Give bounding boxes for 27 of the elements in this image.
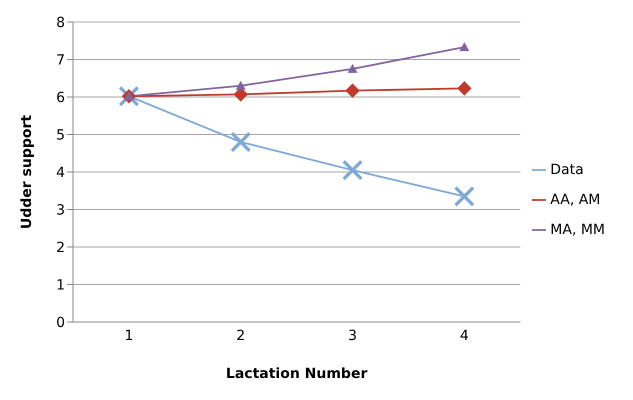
y-tick-label: 1 <box>56 277 65 294</box>
legend-label: Data <box>550 162 584 178</box>
point <box>345 83 360 98</box>
y-tick-label: 6 <box>56 90 66 106</box>
legend-label: AA, AM <box>550 192 600 208</box>
y-tick-label: 8 <box>56 14 65 31</box>
x-tick-label: 4 <box>460 328 469 344</box>
y-axis-title: Udder support <box>18 114 35 230</box>
point <box>342 160 363 181</box>
point <box>118 86 140 107</box>
y-tick-label: 4 <box>56 164 66 181</box>
y-tick-label: 3 <box>56 202 65 218</box>
x-tick-label: 3 <box>348 328 358 344</box>
x-axis-title: Lactation Number <box>226 366 368 382</box>
point <box>457 81 472 96</box>
point <box>454 186 475 207</box>
point <box>236 80 246 90</box>
y-tick-label: 5 <box>56 127 65 144</box>
x-tick-label: 1 <box>124 328 134 344</box>
y-tick-label: 7 <box>56 52 65 68</box>
legend-label: MA, MM <box>550 222 605 238</box>
x-tick-label: 2 <box>236 328 246 344</box>
y-tick-label: 2 <box>56 240 65 256</box>
y-tick-label: 0 <box>56 314 65 331</box>
point <box>230 132 252 152</box>
point <box>348 64 358 73</box>
point <box>459 42 470 52</box>
